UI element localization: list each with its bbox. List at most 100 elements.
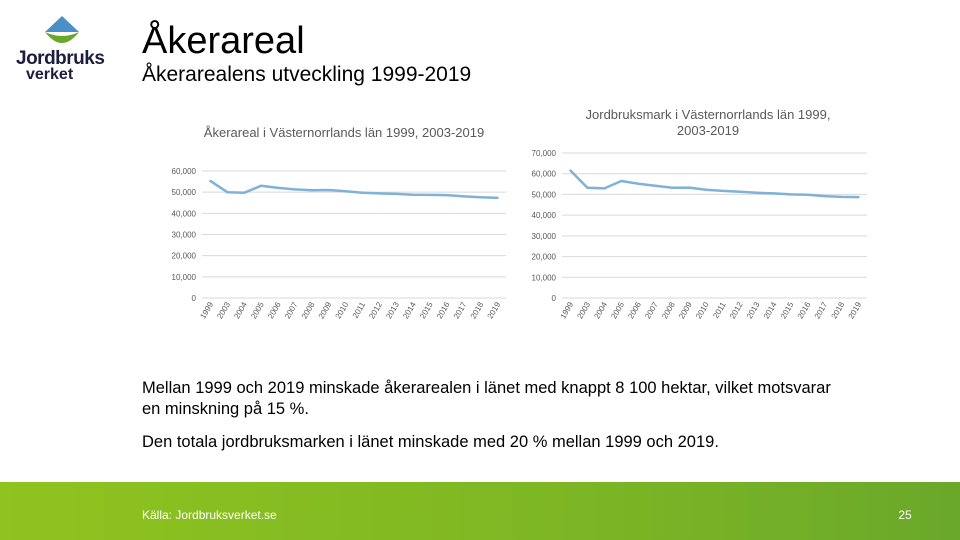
logo: Jordbruks verket [14, 14, 105, 84]
chart2-x-tick-label: 2007 [643, 300, 660, 320]
chart2-data-point [857, 195, 860, 199]
chart1-x-tick-label: 2012 [367, 300, 384, 320]
chart2-x-tick-label: 2005 [609, 300, 626, 320]
chart1-x-tick-label: 2014 [401, 300, 418, 320]
chart1-y-tick-label: 30,000 [172, 231, 197, 240]
source-text: Källa: Jordbruksverket.se [142, 508, 277, 522]
chart2-data-point [772, 192, 776, 195]
chart2-y-tick-label: 50,000 [532, 190, 557, 199]
chart1-x-tick-label: 2010 [334, 300, 351, 320]
chart2-x-tick-label: 1999 [559, 300, 576, 320]
chart2-data-point [738, 190, 742, 193]
chart2-data-point [789, 193, 792, 196]
chart2-y-tick-label: 20,000 [532, 253, 557, 262]
chart1-x-tick-label: 2007 [283, 300, 300, 320]
chart2-y-tick-label: 30,000 [532, 232, 557, 241]
chart1-x-tick-label: 2018 [469, 300, 486, 320]
chart1-data-point [411, 193, 415, 196]
chart1-y-tick-label: 60,000 [172, 167, 197, 176]
chart1-data-point [327, 188, 330, 192]
page-number: 25 [898, 508, 912, 522]
body-paragraph-2: Den totala jordbruksmarken i länet minsk… [142, 433, 719, 451]
chart1-data-point [276, 186, 280, 190]
chart1-x-tick-label: 2011 [351, 300, 368, 320]
chart2-y-tick-label: 40,000 [532, 211, 557, 220]
chart2-data-point [569, 169, 572, 172]
chart2: 0 10,000 20,000 30,000 40,000 50,000 60,000 70,… [505, 142, 875, 335]
chart2-x-tick-label: 2019 [847, 300, 864, 320]
chart1: 0 10,000 20,000 30,000 40,000 50,000 60,000 199… [140, 160, 510, 335]
logo-icon [45, 16, 79, 43]
chart1-x-tick-label: 2008 [300, 300, 317, 320]
chart1-svg: 0 10,000 20,000 30,000 40,000 50,000 60,000 199… [172, 167, 506, 320]
chart1-x-tick-label: 2004 [232, 300, 249, 320]
chart1-data-point [259, 184, 263, 188]
chart1-x-tick-label: 1999 [198, 300, 215, 320]
chart1-series-line [209, 179, 498, 200]
chart1-x-tick-label: 2015 [418, 300, 435, 320]
chart1-x-tick-label: 2009 [317, 300, 334, 320]
chart2-data-point [586, 186, 589, 189]
chart2-y-tick-label: 10,000 [532, 273, 557, 282]
chart2-series-line [569, 169, 859, 199]
page-subtitle: Åkerarealens utveckling 1999-2019 [142, 63, 472, 86]
chart2-data-point [704, 188, 708, 191]
chart1-data-point [361, 191, 364, 195]
chart2-x-tick-label: 2018 [830, 300, 847, 320]
chart2-x-tick-label: 2017 [813, 300, 830, 320]
chart1-x-tick-label: 2003 [215, 300, 232, 320]
chart1-x-tick-label: 2005 [249, 300, 266, 320]
chart2-data-point [637, 182, 640, 185]
chart2-x-tick-label: 2013 [745, 300, 762, 320]
chart2-title: Jordbruksmark i Västernorrlands län 1999… [585, 107, 831, 138]
chart2-data-point [721, 189, 725, 193]
chart2-data-point [840, 195, 843, 199]
chart1-data-point [209, 179, 212, 183]
chart2-x-tick-label: 2006 [626, 300, 643, 320]
chart1-x-tick-label: 2016 [435, 300, 452, 320]
chart1-title: Åkerareal i Västernorrlands län 1999, 20… [203, 125, 485, 140]
page-title: Åkerareal [142, 20, 305, 62]
chart1-data-point [243, 191, 246, 195]
chart2-x-tick-label: 2004 [592, 300, 609, 320]
chart1-data-point [496, 196, 499, 200]
chart1-x-tick-label: 2006 [266, 300, 283, 320]
chart2-data-point [603, 187, 606, 190]
chart2-y-tick-label: 60,000 [532, 170, 557, 179]
chart1-y-tick-label: 10,000 [172, 273, 197, 282]
logo-text-line1: Jordbruks [16, 48, 105, 69]
chart2-data-point [687, 186, 691, 189]
chart2-data-point [806, 193, 809, 197]
chart2-x-tick-label: 2015 [779, 300, 796, 320]
chart2-data-point [670, 186, 674, 189]
chart1-data-point [479, 196, 482, 199]
chart1-x-tick-label: 2013 [384, 300, 401, 320]
chart1-y-tick-label: 40,000 [172, 209, 197, 218]
chart2-svg: 0 10,000 20,000 30,000 40,000 50,000 60,000 70,… [532, 149, 867, 320]
chart1-data-point [395, 192, 398, 196]
chart1-data-point [378, 192, 381, 195]
chart1-data-point [293, 188, 297, 191]
chart2-x-tick-label: 2003 [575, 300, 592, 320]
chart2-x-tick-label: 2010 [694, 300, 711, 320]
chart2-x-tick-label: 2014 [762, 300, 779, 320]
body-paragraph-1: Mellan 1999 och 2019 minskade åkerareale… [142, 379, 831, 418]
chart2-x-tick-label: 2016 [796, 300, 813, 320]
chart1-y-tick-label: 50,000 [172, 188, 197, 197]
chart2-x-tick-label: 2012 [728, 300, 745, 320]
logo-text-line2: verket [26, 66, 74, 83]
chart2-data-point [755, 191, 759, 194]
chart1-data-point [428, 193, 432, 197]
footer-bar [0, 482, 960, 540]
chart2-y-tick-label: 70,000 [532, 149, 557, 158]
chart1-x-tick-label: 2017 [452, 300, 469, 320]
chart1-y-tick-label: 0 [192, 294, 197, 303]
chart1-data-point [310, 189, 313, 192]
chart2-x-tick-label: 2011 [711, 300, 728, 320]
chart1-data-point [344, 190, 347, 193]
chart1-x-tick-label: 2019 [486, 300, 503, 320]
chart2-y-tick-label: 0 [552, 294, 557, 303]
chart2-data-point [620, 179, 623, 183]
chart2-data-point [823, 194, 826, 198]
chart2-data-point [653, 184, 657, 187]
